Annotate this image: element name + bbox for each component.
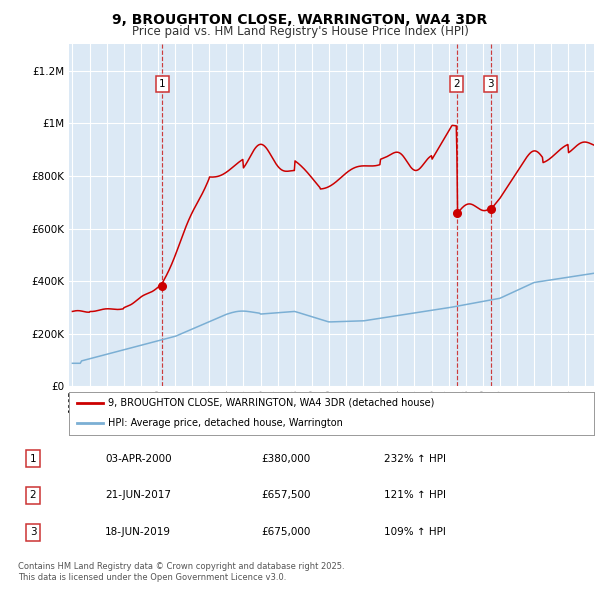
- Text: 9, BROUGHTON CLOSE, WARRINGTON, WA4 3DR (detached house): 9, BROUGHTON CLOSE, WARRINGTON, WA4 3DR …: [109, 398, 435, 408]
- Text: 1: 1: [159, 78, 166, 88]
- Text: 232% ↑ HPI: 232% ↑ HPI: [384, 454, 446, 464]
- Text: 2: 2: [454, 78, 460, 88]
- Text: £380,000: £380,000: [261, 454, 310, 464]
- Text: 2: 2: [29, 490, 37, 500]
- Text: 3: 3: [29, 527, 37, 537]
- Text: HPI: Average price, detached house, Warrington: HPI: Average price, detached house, Warr…: [109, 418, 343, 428]
- Text: 3: 3: [487, 78, 494, 88]
- Text: 9, BROUGHTON CLOSE, WARRINGTON, WA4 3DR: 9, BROUGHTON CLOSE, WARRINGTON, WA4 3DR: [112, 13, 488, 27]
- Text: Contains HM Land Registry data © Crown copyright and database right 2025.
This d: Contains HM Land Registry data © Crown c…: [18, 562, 344, 582]
- Text: £675,000: £675,000: [261, 527, 310, 537]
- Text: Price paid vs. HM Land Registry's House Price Index (HPI): Price paid vs. HM Land Registry's House …: [131, 25, 469, 38]
- Text: 1: 1: [29, 454, 37, 464]
- Text: £657,500: £657,500: [261, 490, 311, 500]
- Text: 121% ↑ HPI: 121% ↑ HPI: [384, 490, 446, 500]
- Text: 109% ↑ HPI: 109% ↑ HPI: [384, 527, 446, 537]
- Text: 18-JUN-2019: 18-JUN-2019: [105, 527, 171, 537]
- Text: 03-APR-2000: 03-APR-2000: [105, 454, 172, 464]
- Text: 21-JUN-2017: 21-JUN-2017: [105, 490, 171, 500]
